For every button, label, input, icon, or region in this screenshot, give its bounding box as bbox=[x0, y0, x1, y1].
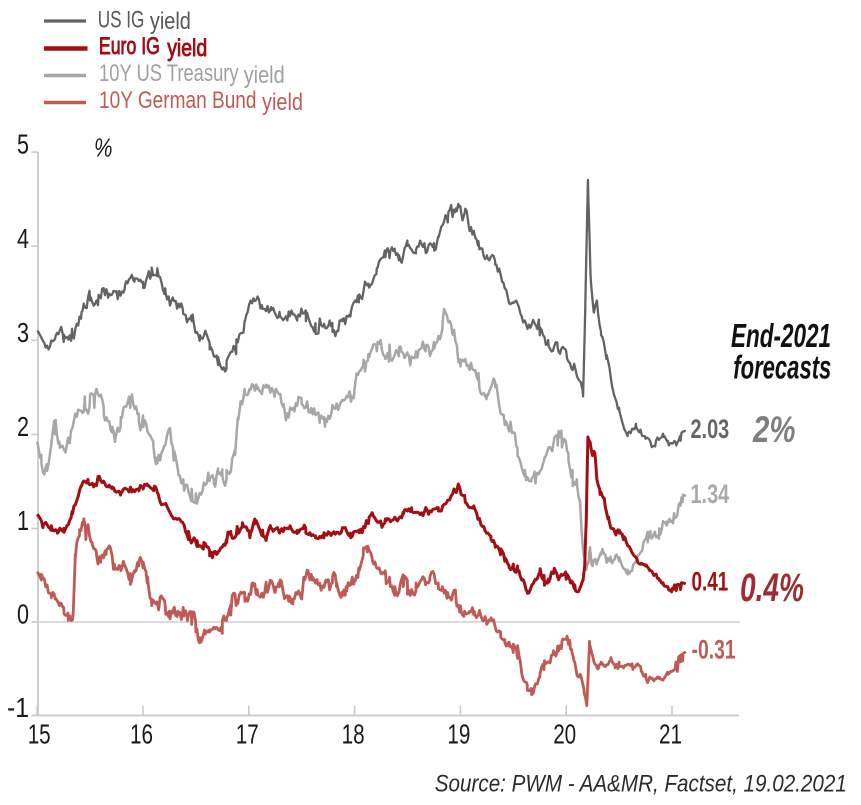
svg-text:-1: -1 bbox=[7, 692, 29, 723]
svg-text:2%: 2% bbox=[752, 409, 795, 450]
svg-text:forecasts: forecasts bbox=[733, 349, 831, 386]
svg-text:16: 16 bbox=[130, 719, 153, 750]
svg-text:yield: yield bbox=[167, 35, 207, 62]
svg-text:17: 17 bbox=[236, 719, 259, 750]
svg-text:1: 1 bbox=[17, 505, 29, 536]
svg-text:18: 18 bbox=[342, 719, 365, 750]
svg-text:0.41: 0.41 bbox=[692, 566, 729, 596]
svg-text:Source: PWM - AA&MR, Factset,: Source: PWM - AA&MR, Factset, 19.02.2021 bbox=[435, 770, 847, 797]
svg-text:19: 19 bbox=[447, 719, 470, 750]
svg-text:Euro IG: Euro IG bbox=[99, 33, 160, 60]
svg-text:3: 3 bbox=[17, 317, 29, 348]
svg-text:15: 15 bbox=[28, 719, 51, 750]
svg-text:End-2021: End-2021 bbox=[731, 317, 831, 354]
svg-text:yield: yield bbox=[244, 62, 285, 89]
svg-text:yield: yield bbox=[262, 89, 303, 116]
svg-text:-0.31: -0.31 bbox=[692, 635, 736, 665]
svg-text:20: 20 bbox=[553, 719, 576, 750]
svg-text:10Y German Bund: 10Y German Bund bbox=[99, 87, 257, 114]
svg-text:2.03: 2.03 bbox=[691, 414, 730, 444]
svg-text:US IG: US IG bbox=[98, 6, 145, 33]
svg-text:%: % bbox=[94, 133, 113, 163]
svg-text:4: 4 bbox=[17, 223, 29, 254]
svg-text:2: 2 bbox=[17, 411, 29, 442]
svg-text:0.4%: 0.4% bbox=[740, 566, 804, 610]
svg-text:10Y US Treasury: 10Y US Treasury bbox=[99, 60, 239, 87]
svg-text:0: 0 bbox=[17, 599, 29, 630]
svg-text:1.34: 1.34 bbox=[691, 479, 730, 509]
svg-text:5: 5 bbox=[17, 129, 29, 160]
svg-text:yield: yield bbox=[150, 8, 191, 35]
svg-text:21: 21 bbox=[659, 719, 682, 750]
